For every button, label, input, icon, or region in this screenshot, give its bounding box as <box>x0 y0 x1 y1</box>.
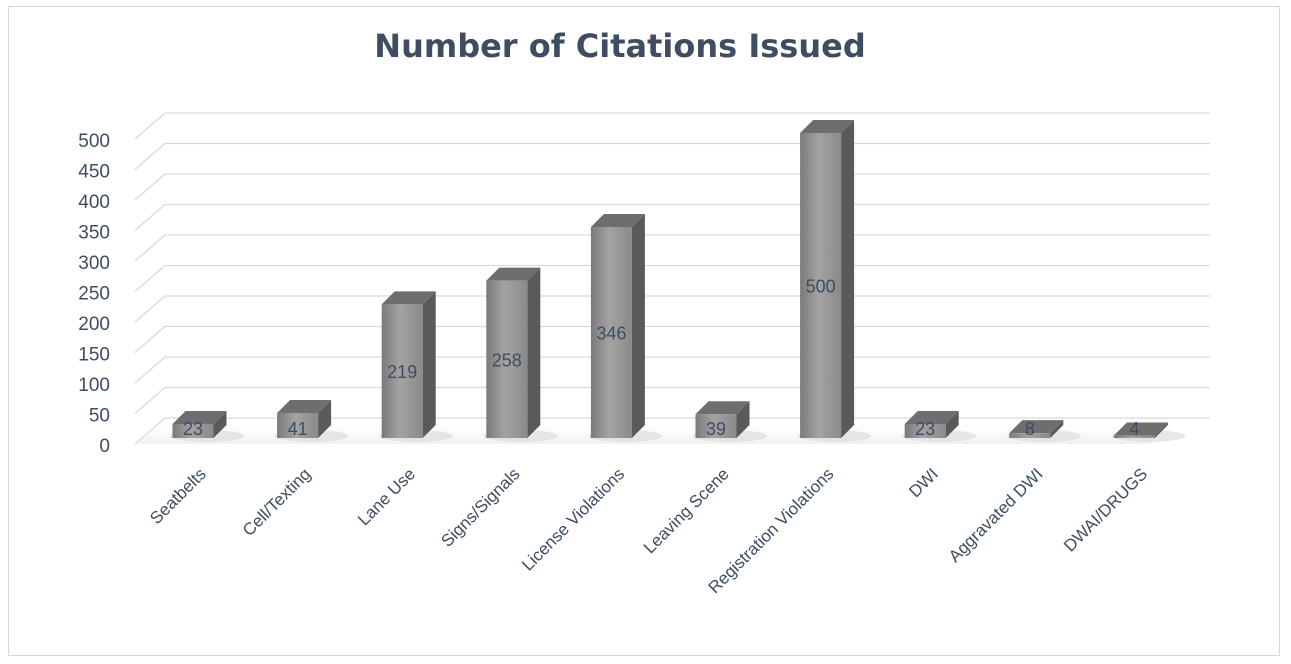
y-axis: 0 50 100 150 200 250 300 350 400 450 500 <box>78 131 110 457</box>
bar-top <box>590 213 645 227</box>
x-tick-label: Cell/Texting <box>239 464 315 540</box>
data-label: 346 <box>596 323 626 343</box>
x-tick-label: DWI <box>905 464 942 501</box>
gridline-side <box>134 112 166 140</box>
bar-side <box>422 291 436 438</box>
bar-top <box>277 399 332 413</box>
bar-side <box>213 410 227 438</box>
bar <box>693 401 767 442</box>
bar-side <box>631 213 645 438</box>
bar <box>379 291 454 442</box>
gridlines <box>134 112 1210 445</box>
bar-front <box>172 423 214 438</box>
data-label: 219 <box>387 362 417 382</box>
bar-front <box>381 304 423 438</box>
bar-top <box>486 267 541 281</box>
bar-front <box>590 226 632 438</box>
bar-side <box>736 401 750 438</box>
gridline-side <box>134 143 166 170</box>
gridline-side <box>134 265 166 292</box>
bar <box>1006 420 1081 442</box>
bar-front <box>1113 435 1155 438</box>
bar-top <box>695 401 750 415</box>
data-labels: 23 41 219 258 346 39 500 23 8 4 <box>183 277 1139 440</box>
x-tick-label: Leaving Scene <box>640 464 733 557</box>
x-tick-label: Aggravated DWI <box>945 464 1047 566</box>
bar-side <box>527 267 541 438</box>
y-tick-label: 200 <box>78 314 110 335</box>
bar-top <box>800 120 855 133</box>
bar-top <box>904 410 959 424</box>
bar-side <box>1154 422 1168 438</box>
y-tick-label: 50 <box>89 406 110 427</box>
bar <box>170 410 244 442</box>
y-tick-label: 500 <box>78 131 110 152</box>
bar <box>902 410 977 442</box>
bar-side <box>841 120 855 438</box>
bar-front <box>486 280 528 438</box>
x-tick-label: DWAI/DRUGS <box>1060 464 1151 555</box>
y-tick-label: 100 <box>78 375 110 396</box>
x-tick-label: Seatbelts <box>146 464 210 528</box>
x-tick-label: License Violations <box>518 464 628 574</box>
gridline-side <box>134 326 166 353</box>
gridline-side <box>134 356 166 384</box>
x-tick-label: Signs/Signals <box>437 464 523 550</box>
bar-top <box>1113 422 1168 436</box>
bar <box>483 267 558 442</box>
bar <box>274 399 349 442</box>
data-label: 500 <box>806 277 836 297</box>
gridline-side <box>134 295 166 323</box>
gridline-side <box>134 204 166 231</box>
chart-title: Number of Citations Issued <box>374 27 866 65</box>
data-label: 41 <box>288 419 308 439</box>
bar-side <box>945 410 959 438</box>
bar-front <box>277 412 319 438</box>
y-tick-label: 400 <box>78 192 110 213</box>
data-label: 23 <box>183 419 203 439</box>
data-label: 258 <box>492 350 522 370</box>
x-tick-label: Lane Use <box>354 464 419 529</box>
bar-front <box>695 414 737 438</box>
data-label: 4 <box>1129 419 1139 439</box>
x-axis: Seatbelts Cell/Texting Lane Use Signs/Signa… <box>146 464 1151 597</box>
bar-front <box>800 133 842 438</box>
y-tick-label: 150 <box>78 345 110 366</box>
bar-front <box>904 423 946 438</box>
bar <box>1111 422 1186 442</box>
y-tick-label: 350 <box>78 223 110 244</box>
bar-side <box>318 399 332 438</box>
bar <box>588 213 663 442</box>
data-label: 8 <box>1025 419 1035 439</box>
bar <box>797 120 872 442</box>
data-label: 39 <box>706 419 726 439</box>
y-tick-label: 450 <box>78 162 110 183</box>
bar-front <box>1009 433 1051 438</box>
bar-top <box>172 410 227 424</box>
y-tick-label: 0 <box>99 436 110 457</box>
bars <box>170 120 1186 442</box>
gridline-side <box>134 387 166 414</box>
gridline-side <box>134 173 166 201</box>
y-tick-label: 300 <box>78 253 110 274</box>
gridline-side <box>134 234 166 262</box>
bar-side <box>1050 420 1064 438</box>
bar-top <box>381 291 436 305</box>
data-label: 23 <box>915 419 935 439</box>
bar-top <box>1009 420 1064 434</box>
y-tick-label: 250 <box>78 284 110 305</box>
